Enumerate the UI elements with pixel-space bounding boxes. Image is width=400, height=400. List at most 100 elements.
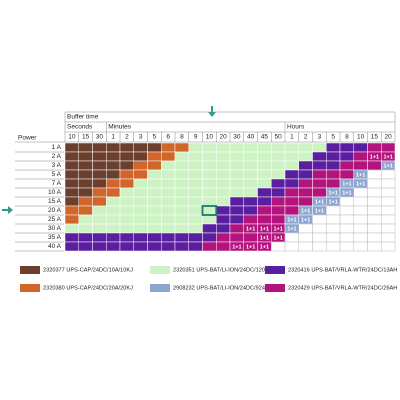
cell-label: 1+1: [328, 199, 337, 205]
cell: [78, 241, 93, 252]
cell: [284, 241, 299, 252]
column-label: 3: [139, 134, 143, 141]
cell: [64, 223, 79, 234]
cell: [326, 142, 341, 153]
cell: [326, 214, 341, 225]
column-label: 8: [180, 134, 184, 141]
cell: [381, 214, 396, 225]
cell: [284, 205, 299, 216]
cell: [188, 178, 203, 189]
column-label: 20: [385, 134, 393, 141]
cell: [271, 205, 286, 216]
cell: [147, 187, 162, 198]
cell: [326, 160, 341, 171]
cell: [119, 187, 134, 198]
cell: [312, 178, 327, 189]
cell: [174, 205, 189, 216]
cell: [339, 160, 354, 171]
cell: [353, 241, 368, 252]
cell: [119, 223, 134, 234]
cell: [257, 214, 272, 225]
cell: [78, 151, 93, 162]
cell: [147, 232, 162, 243]
cell: [64, 142, 79, 153]
cell: [216, 214, 231, 225]
cell: [202, 151, 217, 162]
cell: [64, 205, 79, 216]
column-label: 15: [371, 134, 379, 141]
cell: [202, 241, 217, 252]
cell: [64, 160, 79, 171]
legend-swatch: [20, 266, 40, 274]
cell: [367, 205, 382, 216]
cell: [326, 205, 341, 216]
cell: [229, 232, 244, 243]
cell: [92, 214, 107, 225]
cell: [353, 205, 368, 216]
cell: [188, 214, 203, 225]
cell: [92, 223, 107, 234]
column-label: 6: [166, 134, 170, 141]
row-header: Power: [18, 135, 37, 142]
cell-label: 1+1: [315, 208, 324, 214]
cell: [298, 232, 313, 243]
cell-label: 1+1: [260, 226, 269, 232]
table-title: Buffer time: [67, 114, 99, 121]
cell: [202, 232, 217, 243]
cell: [367, 223, 382, 234]
cell-label: 1+1: [246, 226, 255, 232]
cell: [381, 142, 396, 153]
cell: [188, 142, 203, 153]
cell: [147, 205, 162, 216]
legend-swatch: [20, 284, 40, 292]
cell: [271, 142, 286, 153]
cell: [353, 142, 368, 153]
cell: [64, 169, 79, 180]
cell: [106, 196, 121, 207]
cell: [188, 205, 203, 216]
group-label: Hours: [287, 124, 305, 131]
cell: [64, 187, 79, 198]
cell: [133, 160, 148, 171]
cell: [243, 178, 258, 189]
cell: [92, 232, 107, 243]
cell: [78, 223, 93, 234]
cell: [339, 169, 354, 180]
cell: [229, 223, 244, 234]
cell: [202, 169, 217, 180]
row-label: 30 A: [48, 225, 62, 232]
cell: [119, 205, 134, 216]
cell: [161, 142, 176, 153]
cell: [298, 187, 313, 198]
cell: [353, 232, 368, 243]
cell: [243, 169, 258, 180]
cell: [92, 160, 107, 171]
cell: [106, 214, 121, 225]
cell: [188, 160, 203, 171]
cell: [367, 178, 382, 189]
cell: [353, 151, 368, 162]
cell: [326, 223, 341, 234]
cell: [271, 241, 286, 252]
cell-label: 1+1: [260, 244, 269, 250]
cell: [367, 196, 382, 207]
cell: [174, 223, 189, 234]
column-label: 9: [194, 134, 198, 141]
cell: [106, 169, 121, 180]
cell: [381, 223, 396, 234]
cell: [78, 169, 93, 180]
cell: [161, 232, 176, 243]
cell: [312, 214, 327, 225]
cell: [92, 187, 107, 198]
cell: [174, 151, 189, 162]
cell: [174, 214, 189, 225]
cell: [326, 169, 341, 180]
cell: [312, 160, 327, 171]
cell: [133, 205, 148, 216]
cell: [78, 205, 93, 216]
row-label: 1 A: [52, 144, 62, 151]
cell-label: 1+1: [260, 235, 269, 241]
cell: [202, 205, 217, 216]
cell: [339, 223, 354, 234]
